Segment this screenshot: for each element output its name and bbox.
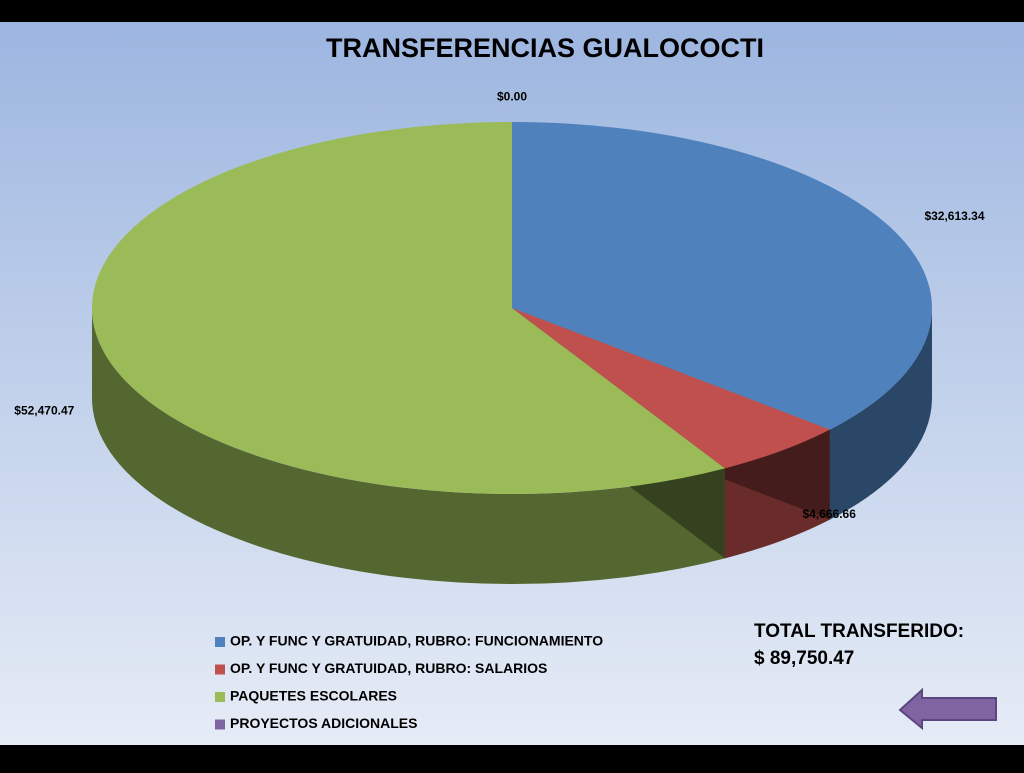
slice-side <box>92 308 725 584</box>
pie: $32,613.34 $4,666.66 $52,470.47 $0.00 <box>14 90 985 584</box>
legend-swatch <box>215 719 225 730</box>
legend-label: OP. Y FUNC Y GRATUIDAD, RUBRO: SALARIOS <box>230 660 547 676</box>
legend-swatch <box>215 637 225 647</box>
data-label: $4,666.66 <box>803 507 857 521</box>
slice-side <box>829 308 932 520</box>
data-label: $0.00 <box>497 90 527 104</box>
legend-label: PAQUETES ESCOLARES <box>230 688 397 704</box>
data-label: $52,470.47 <box>14 403 74 417</box>
total-value: $ 89,750.47 <box>754 648 854 669</box>
slice <box>512 122 932 430</box>
data-label: $32,613.34 <box>924 209 984 223</box>
slice <box>512 308 830 469</box>
legend-swatch <box>215 664 225 675</box>
chart-title: TRANSFERENCIAS GUALOCOCTI <box>326 33 764 63</box>
legend-label: OP. Y FUNC Y GRATUIDAD, RUBRO: FUNCIONAM… <box>230 633 603 649</box>
legend-swatch <box>215 692 225 702</box>
total-label: TOTAL TRANSFERIDO: <box>754 621 964 642</box>
back-arrow[interactable] <box>898 687 997 731</box>
slice <box>92 122 725 494</box>
legend-label: PROYECTOS ADICIONALES <box>230 715 417 731</box>
legend: OP. Y FUNC Y GRATUIDAD, RUBRO: FUNCIONAM… <box>215 633 603 731</box>
